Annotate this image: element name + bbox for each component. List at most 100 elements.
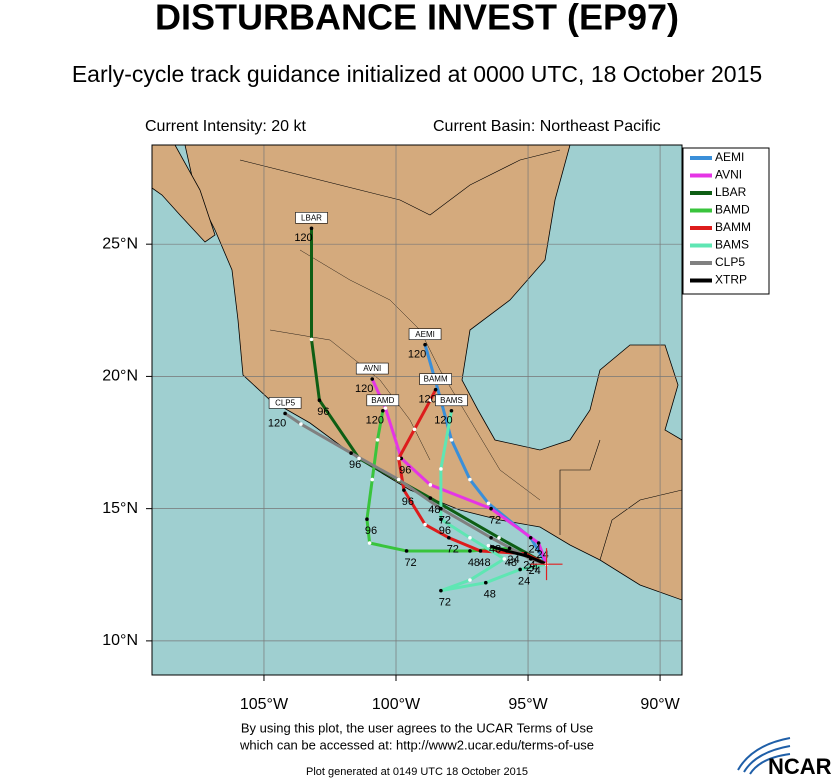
track-point: [402, 488, 406, 492]
current-intensity: Current Intensity: 20 kt: [145, 118, 307, 135]
model-tag: AEMI: [415, 330, 435, 339]
x-tick-label: 90°W: [640, 696, 680, 713]
track-point: [439, 517, 443, 522]
hour-label: 48: [428, 504, 440, 516]
map-frame: [151, 144, 683, 676]
track-point: [486, 543, 491, 548]
initial-position: [530, 548, 563, 581]
track-point: [299, 422, 303, 426]
hour-label: 120: [408, 349, 426, 361]
model-tag: BAMS: [440, 396, 463, 405]
track-point: [433, 387, 438, 392]
hour-label: 72: [447, 544, 459, 556]
model-tag-box: [366, 394, 400, 407]
track: [439, 410, 547, 593]
hour-label: 96: [439, 525, 451, 537]
legend-label: LBAR: [715, 185, 747, 199]
track-point: [518, 567, 522, 572]
track-labels: 24120AEMI247296120AVNI4896120LBAR2448729…: [268, 212, 549, 609]
footer-line: which can be accessed at: http://www2.uc…: [239, 737, 594, 752]
track-point: [528, 535, 533, 540]
hour-label: 96: [399, 464, 411, 476]
track: [397, 388, 548, 566]
hour-label: 24: [529, 544, 541, 556]
model-tag: CLP5: [275, 399, 296, 408]
legend-label: BAMD: [715, 203, 750, 217]
track-point: [468, 549, 472, 553]
hour-label: 72: [404, 557, 416, 569]
track-point: [370, 477, 375, 482]
y-tick-label: 15°N: [102, 500, 138, 517]
hour-label: 48: [489, 544, 501, 556]
hour-label: 48: [478, 557, 490, 569]
track-point: [412, 427, 417, 432]
track-point: [309, 337, 314, 342]
hour-label: 24: [523, 560, 535, 572]
generated: Plot generated at 0149 UTC 18 October 20…: [306, 766, 528, 778]
hour-label: 96: [365, 525, 377, 537]
x-tick-label: 105°W: [240, 696, 289, 713]
hour-label: 24: [529, 565, 541, 577]
border: [299, 249, 541, 501]
track-point: [478, 549, 483, 553]
track-point: [468, 477, 472, 482]
hour-label: 48: [484, 589, 496, 601]
track-point: [399, 456, 404, 461]
track-point: [507, 546, 512, 551]
track-point: [367, 541, 372, 545]
track-point: [349, 451, 353, 455]
model-tag: BAMM: [424, 375, 448, 384]
track-point: [383, 406, 388, 410]
track-point: [439, 506, 443, 511]
model-tag-box: [408, 328, 442, 340]
track-point: [468, 578, 472, 582]
hour-label: 48: [468, 557, 480, 569]
model-tag-box: [435, 394, 468, 407]
y-tick-label: 10°N: [102, 632, 138, 649]
hour-label: 72: [489, 515, 501, 527]
model-tag-box: [419, 373, 452, 385]
track-point: [528, 557, 533, 561]
track-point: [489, 535, 493, 540]
legend-label: AVNI: [715, 168, 742, 182]
title: DISTURBANCE INVEST (EP97): [155, 0, 679, 38]
track-point: [428, 398, 433, 403]
track-point: [423, 522, 427, 527]
hour-label: 120: [434, 415, 452, 427]
track-point: [423, 342, 427, 347]
hour-label: 96: [349, 459, 361, 471]
hour-label: 72: [439, 515, 451, 527]
track-point: [523, 551, 528, 556]
hour-label: 120: [268, 417, 286, 429]
legend-label: CLP5: [715, 255, 745, 269]
track-point: [439, 588, 443, 593]
model-tag: AVNI: [363, 364, 381, 373]
track-point: [489, 506, 493, 511]
track-point: [396, 456, 401, 461]
hour-label: 120: [366, 415, 384, 427]
y-tick-label: 20°N: [102, 368, 138, 385]
hour-label: 24: [518, 575, 530, 587]
x-tick-label: 100°W: [372, 696, 421, 713]
track-point: [536, 541, 541, 545]
subtitle: Early-cycle track guidance initialized a…: [72, 61, 762, 87]
track-point: [381, 408, 385, 413]
border: [239, 149, 561, 216]
hour-label: 72: [439, 597, 451, 609]
track-point: [497, 535, 501, 540]
track-point: [396, 477, 401, 482]
model-tag: BAMD: [371, 396, 394, 405]
map-area: 24120AEMI247296120AVNI4896120LBAR2448729…: [152, 145, 682, 675]
track-point: [502, 557, 507, 561]
track-point: [447, 535, 451, 540]
hour-label: 96: [317, 406, 329, 418]
border: [599, 489, 682, 561]
hour-label: 120: [355, 383, 373, 395]
track-point: [317, 398, 322, 403]
track-point: [375, 438, 380, 442]
track-point: [526, 554, 530, 559]
land: [152, 145, 216, 243]
model-tag-box: [268, 397, 302, 409]
track-point: [309, 226, 314, 231]
model-tag-box: [295, 212, 328, 224]
